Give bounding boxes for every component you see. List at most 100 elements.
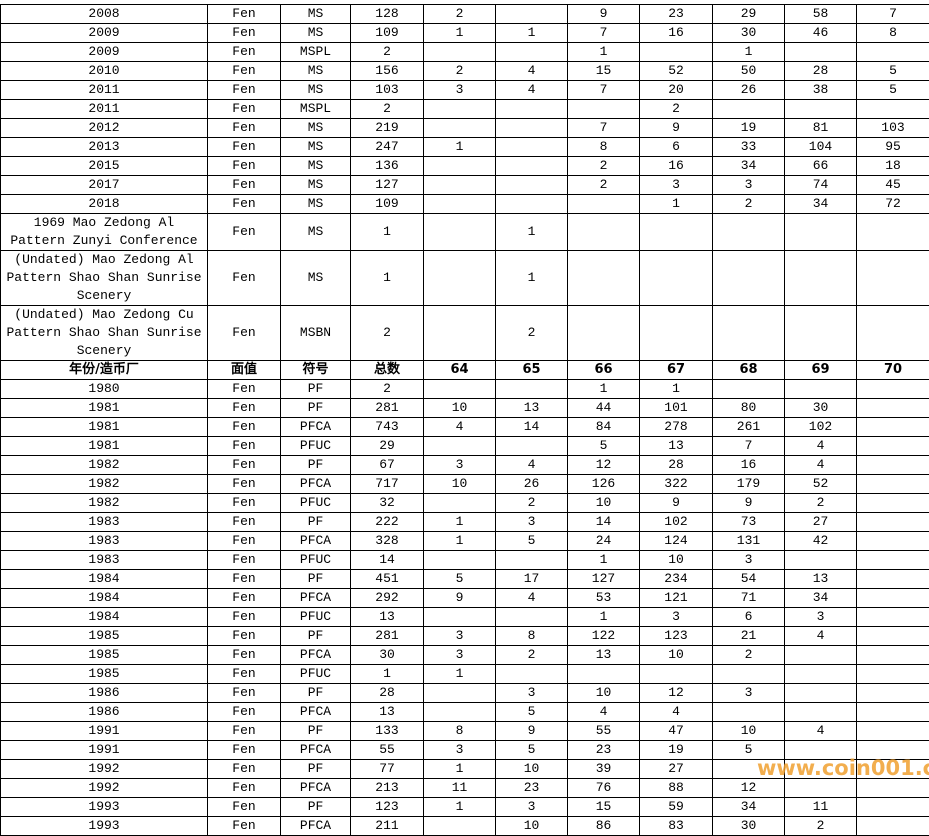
cell: 1984 <box>1 608 208 627</box>
cell: 128 <box>351 5 424 24</box>
empty-cell <box>785 665 857 684</box>
cell: Fen <box>208 589 281 608</box>
data-row: (Undated) Mao Zedong Al Pattern Shao Sha… <box>1 251 929 306</box>
cell: 53 <box>568 589 640 608</box>
cell: Fen <box>208 798 281 817</box>
cell: 10 <box>640 646 713 665</box>
cell: 5 <box>496 703 568 722</box>
empty-cell <box>857 665 929 684</box>
cell: 2 <box>351 100 424 119</box>
cell: 5 <box>496 741 568 760</box>
cell: Fen <box>208 722 281 741</box>
cell: MS <box>281 157 351 176</box>
cell: 7 <box>568 119 640 138</box>
empty-cell <box>857 551 929 570</box>
empty-cell <box>496 100 568 119</box>
empty-cell <box>785 646 857 665</box>
cell: 1 <box>568 380 640 399</box>
cell: MS <box>281 214 351 251</box>
cell: 10 <box>424 475 496 494</box>
cell: 292 <box>351 589 424 608</box>
cell: 1 <box>424 532 496 551</box>
cell: 23 <box>496 779 568 798</box>
cell: 10 <box>496 817 568 836</box>
cell: 29 <box>713 5 785 24</box>
cell: 4 <box>785 627 857 646</box>
cell: 281 <box>351 627 424 646</box>
empty-cell <box>640 665 713 684</box>
cell: 1981 <box>1 399 208 418</box>
cell: 19 <box>640 741 713 760</box>
cell: 1 <box>640 195 713 214</box>
cell: 2009 <box>1 24 208 43</box>
empty-cell <box>713 214 785 251</box>
cell: 71 <box>713 589 785 608</box>
cell: Fen <box>208 608 281 627</box>
cell: 38 <box>785 81 857 100</box>
cell: Fen <box>208 119 281 138</box>
cell: 28 <box>351 684 424 703</box>
cell: Fen <box>208 703 281 722</box>
empty-cell <box>785 703 857 722</box>
cell: MS <box>281 24 351 43</box>
cell: Fen <box>208 138 281 157</box>
cell: 179 <box>713 475 785 494</box>
cell: 32 <box>351 494 424 513</box>
cell: Fen <box>208 437 281 456</box>
cell: 26 <box>496 475 568 494</box>
cell: 5 <box>424 570 496 589</box>
cell: 12 <box>640 684 713 703</box>
cell: 2017 <box>1 176 208 195</box>
cell: 211 <box>351 817 424 836</box>
cell: 66 <box>785 157 857 176</box>
cell: 4 <box>785 722 857 741</box>
empty-cell <box>857 779 929 798</box>
cell: 10 <box>424 399 496 418</box>
cell: Fen <box>208 741 281 760</box>
cell: 14 <box>568 513 640 532</box>
cell: 2011 <box>1 81 208 100</box>
empty-cell <box>857 570 929 589</box>
cell: 1 <box>424 760 496 779</box>
cell: 328 <box>351 532 424 551</box>
cell: Fen <box>208 5 281 24</box>
cell: PF <box>281 722 351 741</box>
empty-cell <box>857 513 929 532</box>
cell: 34 <box>713 157 785 176</box>
empty-cell <box>424 608 496 627</box>
cell: 1986 <box>1 703 208 722</box>
cell: Fen <box>208 779 281 798</box>
cell: 13 <box>351 608 424 627</box>
cell: 2 <box>785 817 857 836</box>
empty-cell <box>785 43 857 62</box>
cell: MS <box>281 119 351 138</box>
cell: 7 <box>713 437 785 456</box>
cell: 2 <box>713 195 785 214</box>
cell: Fen <box>208 62 281 81</box>
cell: 1992 <box>1 760 208 779</box>
cell: 1 <box>351 665 424 684</box>
empty-cell <box>424 214 496 251</box>
header-cell: 总数 <box>351 361 424 380</box>
cell: 4 <box>424 418 496 437</box>
cell: 21 <box>713 627 785 646</box>
cell: 222 <box>351 513 424 532</box>
empty-cell <box>857 399 929 418</box>
cell: 13 <box>351 703 424 722</box>
cell: 234 <box>640 570 713 589</box>
cell: 83 <box>640 817 713 836</box>
cell: 1982 <box>1 475 208 494</box>
cell: 95 <box>857 138 929 157</box>
cell: 1982 <box>1 456 208 475</box>
cell: 30 <box>785 399 857 418</box>
empty-cell <box>424 817 496 836</box>
cell: 2 <box>496 646 568 665</box>
cell: 1991 <box>1 722 208 741</box>
